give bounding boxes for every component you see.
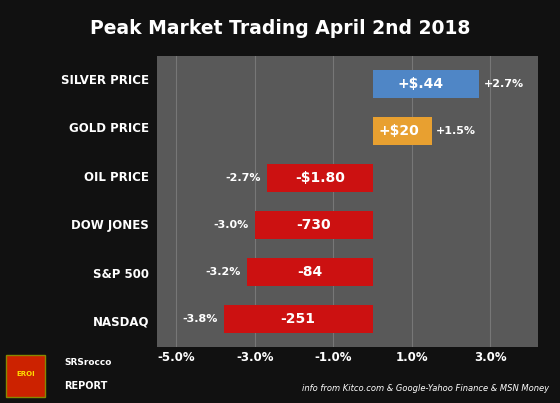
Text: Peak Market Trading April 2nd 2018: Peak Market Trading April 2nd 2018 — [90, 19, 470, 38]
Text: -3.8%: -3.8% — [182, 314, 218, 324]
Text: SILVER PRICE: SILVER PRICE — [61, 74, 149, 87]
Text: DOW JONES: DOW JONES — [71, 219, 149, 232]
Text: -251: -251 — [281, 312, 316, 326]
Text: +2.7%: +2.7% — [483, 79, 524, 89]
Text: -3.2%: -3.2% — [206, 267, 241, 277]
Text: GOLD PRICE: GOLD PRICE — [69, 123, 149, 135]
Text: REPORT: REPORT — [64, 381, 108, 391]
Bar — [373, 70, 479, 98]
Text: +$20: +$20 — [379, 124, 419, 138]
Text: -3.0%: -3.0% — [214, 220, 249, 230]
Text: OIL PRICE: OIL PRICE — [84, 171, 149, 184]
Text: +1.5%: +1.5% — [436, 126, 477, 136]
Bar — [223, 305, 373, 333]
Bar — [255, 211, 373, 239]
FancyBboxPatch shape — [6, 355, 45, 397]
Bar — [267, 164, 373, 192]
Text: -84: -84 — [297, 265, 323, 279]
Text: info from Kitco.com & Google-Yahoo Finance & MSN Money: info from Kitco.com & Google-Yahoo Finan… — [302, 384, 549, 393]
Bar — [373, 117, 432, 145]
Text: -2.7%: -2.7% — [225, 173, 261, 183]
Text: NASDAQ: NASDAQ — [92, 316, 149, 329]
Text: EROI: EROI — [16, 371, 35, 377]
Text: +$.44: +$.44 — [398, 77, 444, 91]
Text: S&P 500: S&P 500 — [93, 268, 149, 280]
Text: -730: -730 — [296, 218, 331, 232]
Bar — [247, 258, 373, 286]
Text: -$1.80: -$1.80 — [295, 171, 344, 185]
Text: SRSrocco: SRSrocco — [64, 358, 112, 367]
